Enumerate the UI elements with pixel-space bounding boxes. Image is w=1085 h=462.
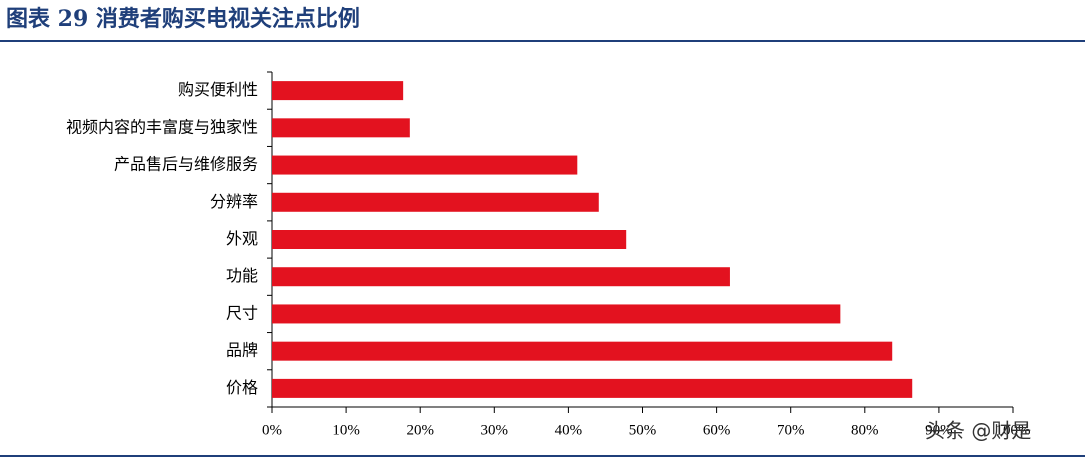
bar [272, 341, 893, 361]
y-tick-label: 产品售后与维修服务 [114, 155, 258, 174]
bar [272, 192, 599, 212]
y-tick-label: 视频内容的丰富度与独家性 [66, 117, 258, 136]
x-tick-label: 60% [703, 422, 731, 438]
y-tick-label: 外观 [226, 229, 258, 248]
x-tick-label: 50% [629, 422, 657, 438]
x-tick-label: 70% [777, 422, 805, 438]
chart-title: 图表 29 消费者购买电视关注点比例 [6, 6, 360, 32]
bar [272, 267, 730, 287]
x-tick-label: 10% [332, 422, 360, 438]
x-tick-label: 40% [555, 422, 583, 438]
x-tick-label: 20% [406, 422, 434, 438]
x-tick-label: 100% [996, 422, 1031, 438]
x-tick-label: 90% [925, 422, 953, 438]
bar [272, 81, 404, 101]
y-tick-label: 功能 [226, 266, 258, 285]
bar [272, 230, 627, 249]
bar [272, 155, 578, 175]
x-tick-label: 30% [481, 422, 509, 438]
y-tick-label: 尺寸 [226, 303, 258, 322]
x-tick-label: 0% [262, 422, 282, 438]
y-tick-label: 购买便利性 [178, 80, 258, 99]
y-tick-label: 分辨率 [210, 192, 258, 211]
watermark: 头条 @财是 [925, 419, 1031, 443]
y-tick-label: 品牌 [226, 341, 258, 360]
y-tick-label: 价格 [226, 378, 258, 397]
bar [272, 304, 841, 324]
x-tick-label: 80% [851, 422, 879, 438]
bar [272, 378, 913, 398]
bar [272, 118, 410, 138]
